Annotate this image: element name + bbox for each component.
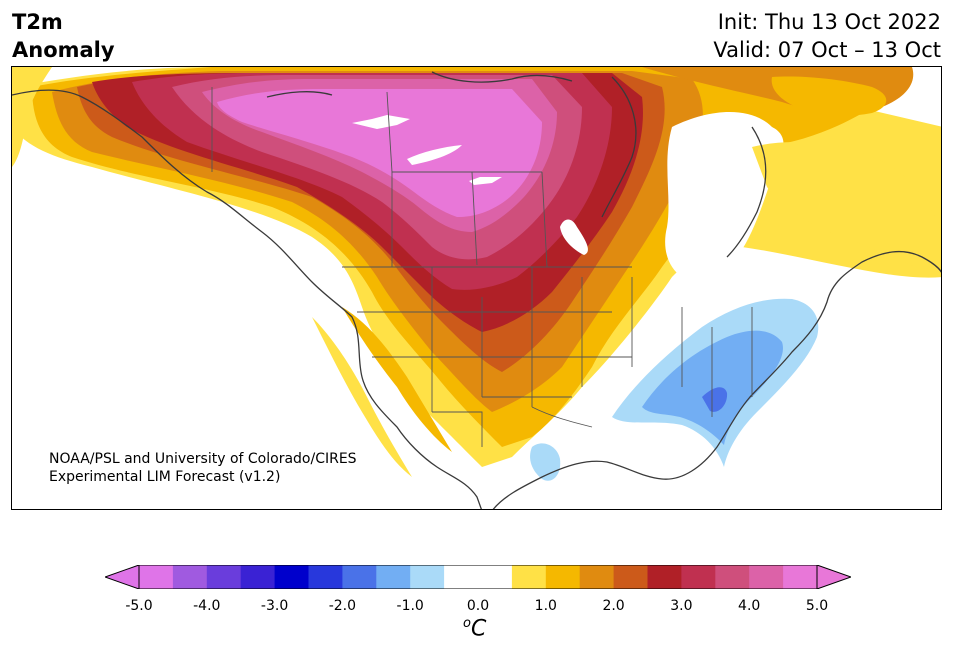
credit-line-1: NOAA/PSL and University of Colorado/CIRE… xyxy=(49,451,357,467)
colorbar-tick-label: -5.0 xyxy=(125,598,153,614)
colorbar-cell xyxy=(749,565,784,589)
colorbar-cell xyxy=(240,565,276,589)
colorbar-tick-label: 4.0 xyxy=(738,598,761,614)
colorbar-outline xyxy=(138,565,818,589)
init-date: Init: Thu 13 Oct 2022 xyxy=(717,10,941,34)
title-line-1: T2m xyxy=(12,10,63,34)
map-title: T2m Anomaly xyxy=(12,8,115,64)
colorbar-tick-label: 2.0 xyxy=(602,598,625,614)
colorbar-cell xyxy=(579,565,615,589)
anomaly-band-5c-max xyxy=(217,89,542,217)
colorbar-tick-label: -2.0 xyxy=(328,598,357,614)
anomaly-band-minus2c-core xyxy=(702,387,728,412)
credit-text: NOAA/PSL and University of Colorado/CIRE… xyxy=(49,450,357,486)
colorbar-cell xyxy=(783,565,818,589)
colorbar-cell xyxy=(206,565,242,589)
unit-superscript: o xyxy=(463,616,471,631)
anomaly-map xyxy=(11,66,942,510)
unit-main: C xyxy=(470,616,487,642)
colorbar-cell xyxy=(274,565,309,589)
colorbar-cell xyxy=(478,565,513,589)
anomaly-band-minus2c xyxy=(642,330,783,445)
colorbar-tick-label: 1.0 xyxy=(534,598,557,614)
colorbar-cell xyxy=(410,565,445,589)
colorbar-tick-label: 5.0 xyxy=(805,598,829,614)
colorbar-unit-label: oC xyxy=(463,616,486,641)
colorbar-cell xyxy=(172,565,208,589)
title-line-2: Anomaly xyxy=(12,38,115,62)
colorbar-cell xyxy=(681,565,716,589)
colorbar-min-extension xyxy=(105,565,140,589)
colorbar-tick-label: 0.0 xyxy=(466,598,490,614)
colorbar-cell xyxy=(511,565,547,589)
colorbar-cell xyxy=(376,565,411,589)
credit-line-2: Experimental LIM Forecast (v1.2) xyxy=(49,469,281,485)
colorbar-cell xyxy=(139,565,174,589)
colorbar-tick-label: -1.0 xyxy=(396,598,424,614)
colorbar-cell xyxy=(308,565,343,589)
colorbar-cells xyxy=(139,565,818,589)
colorbar-tick-label: 3.0 xyxy=(670,598,693,614)
colorbar xyxy=(105,565,851,589)
colorbar-max-extension xyxy=(816,565,851,589)
colorbar-cell xyxy=(444,565,479,589)
colorbar-tick-label: -3.0 xyxy=(260,598,289,614)
colorbar-cell xyxy=(647,565,682,589)
colorbar-cell xyxy=(613,565,648,589)
colorbar-cell xyxy=(715,565,750,589)
map-subtitle: Init: Thu 13 Oct 2022 Valid: 07 Oct – 13… xyxy=(713,8,941,64)
colorbar-tick-label: -4.0 xyxy=(193,598,221,614)
colorbar-cell xyxy=(545,565,581,589)
valid-range: Valid: 07 Oct – 13 Oct xyxy=(713,38,941,62)
anomaly-map-canvas xyxy=(12,67,941,509)
colorbar-cell xyxy=(342,565,377,589)
